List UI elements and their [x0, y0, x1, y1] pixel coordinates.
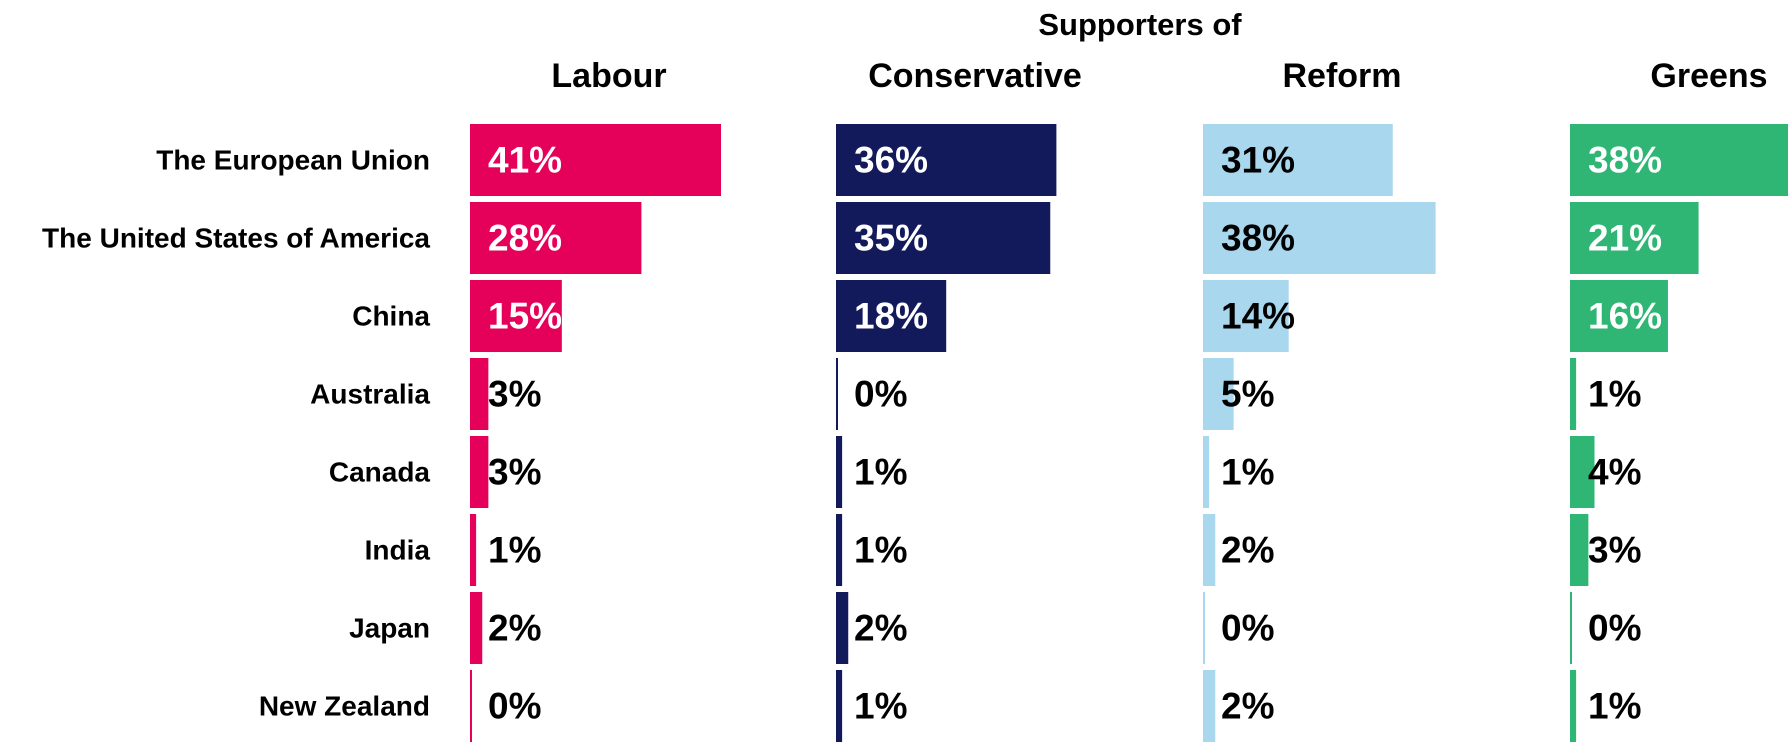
data-label: 14%: [1221, 296, 1295, 337]
bar: [836, 358, 838, 430]
row-label: China: [352, 301, 430, 332]
series-panel: 36% 35% 18% 0% 1% 1% 2% 1%: [836, 124, 1057, 742]
bar: [470, 124, 721, 196]
bar: [1203, 358, 1234, 430]
bar: [1203, 592, 1205, 664]
bar: [1570, 280, 1668, 352]
bar: [1203, 202, 1436, 274]
bar: [836, 280, 947, 352]
data-label: 35%: [854, 218, 928, 259]
data-label: 36%: [854, 140, 928, 181]
bar: [1570, 670, 1577, 742]
row-label: The United States of America: [42, 223, 430, 254]
bar: [836, 202, 1051, 274]
series-panel: 41% 28% 15% 3% 3% 1% 2% 0%: [470, 124, 721, 742]
data-label: 41%: [488, 140, 562, 181]
data-label: 0%: [488, 686, 541, 727]
panel-title: Greens: [1650, 57, 1767, 95]
data-label: 28%: [488, 218, 562, 259]
series-panel: 38% 21% 16% 1% 4% 3% 0% 1%: [1570, 124, 1788, 742]
row-label: Japan: [349, 613, 430, 644]
bar: [470, 358, 489, 430]
data-label: 2%: [488, 608, 541, 649]
data-label: 1%: [854, 686, 907, 727]
bar: [470, 202, 642, 274]
data-label: 0%: [1588, 608, 1641, 649]
row-label: Australia: [310, 379, 430, 410]
data-label: 21%: [1588, 218, 1662, 259]
bar: [1203, 670, 1216, 742]
data-label: 16%: [1588, 296, 1662, 337]
data-label: 1%: [1588, 686, 1641, 727]
row-labels: The European Union The United States of A…: [42, 145, 430, 722]
bar: [1570, 124, 1788, 196]
bar: [1203, 124, 1393, 196]
data-label: 38%: [1221, 218, 1295, 259]
data-label: 3%: [1588, 530, 1641, 571]
bar: [470, 592, 483, 664]
data-label: 1%: [854, 452, 907, 493]
row-label: India: [365, 535, 431, 566]
bar: [1203, 280, 1289, 352]
bar: [836, 124, 1057, 196]
data-label: 3%: [488, 452, 541, 493]
data-label: 18%: [854, 296, 928, 337]
panel-titles: Labour Conservative Reform Greens: [551, 57, 1767, 95]
data-label: 3%: [488, 374, 541, 415]
chart-title: Supporters of: [1038, 7, 1242, 42]
bar: [1203, 514, 1216, 586]
bar: [1570, 436, 1595, 508]
bar: [836, 670, 843, 742]
data-label: 38%: [1588, 140, 1662, 181]
bar: [1570, 592, 1572, 664]
bar: [470, 514, 477, 586]
data-label: 15%: [488, 296, 562, 337]
bar: [1570, 202, 1699, 274]
data-label: 2%: [1221, 686, 1274, 727]
data-label: 1%: [1588, 374, 1641, 415]
bar: [470, 436, 489, 508]
data-label: 1%: [854, 530, 907, 571]
bar: [1203, 436, 1210, 508]
data-label: 4%: [1588, 452, 1641, 493]
data-label: 2%: [1221, 530, 1274, 571]
data-label: 0%: [854, 374, 907, 415]
data-label: 1%: [488, 530, 541, 571]
data-label: 31%: [1221, 140, 1295, 181]
bar: [470, 280, 562, 352]
data-label: 5%: [1221, 374, 1274, 415]
bar-panels: 41%28%15%3%3%1%2%0%36%35%18%0%1%1%2%1%31…: [470, 124, 1788, 742]
bar: [836, 514, 843, 586]
row-label: New Zealand: [259, 691, 430, 722]
row-label: The European Union: [156, 145, 430, 176]
bar: [836, 436, 843, 508]
bar: [1570, 358, 1577, 430]
panel-title: Reform: [1282, 57, 1401, 95]
row-label: Canada: [329, 457, 431, 488]
bar: [1570, 514, 1589, 586]
bar: [836, 592, 849, 664]
series-panel: 31% 38% 14% 5% 1% 2% 0% 2%: [1203, 124, 1436, 742]
data-label: 0%: [1221, 608, 1274, 649]
bar: [470, 670, 472, 742]
data-label: 1%: [1221, 452, 1274, 493]
panel-title: Conservative: [868, 57, 1082, 95]
data-label: 2%: [854, 608, 907, 649]
panel-title: Labour: [551, 57, 666, 95]
